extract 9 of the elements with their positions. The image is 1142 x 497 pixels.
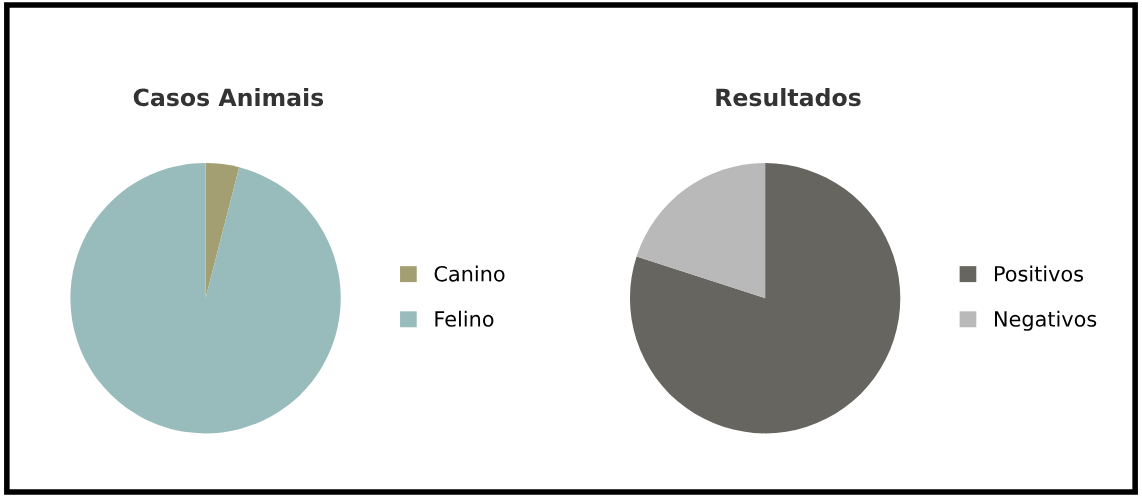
legend-label: Felino: [435, 310, 494, 327]
pie-slice: [629, 163, 901, 434]
legend-label: Negativos: [995, 310, 1097, 331]
legend-label: Canino: [434, 265, 505, 282]
pie-slice: [636, 163, 766, 299]
chart-title: Resultados: [716, 87, 861, 107]
legend-label: Positivos: [995, 265, 1084, 282]
pie-slice: [70, 163, 341, 434]
chart-title: Casos Animais: [133, 87, 324, 107]
